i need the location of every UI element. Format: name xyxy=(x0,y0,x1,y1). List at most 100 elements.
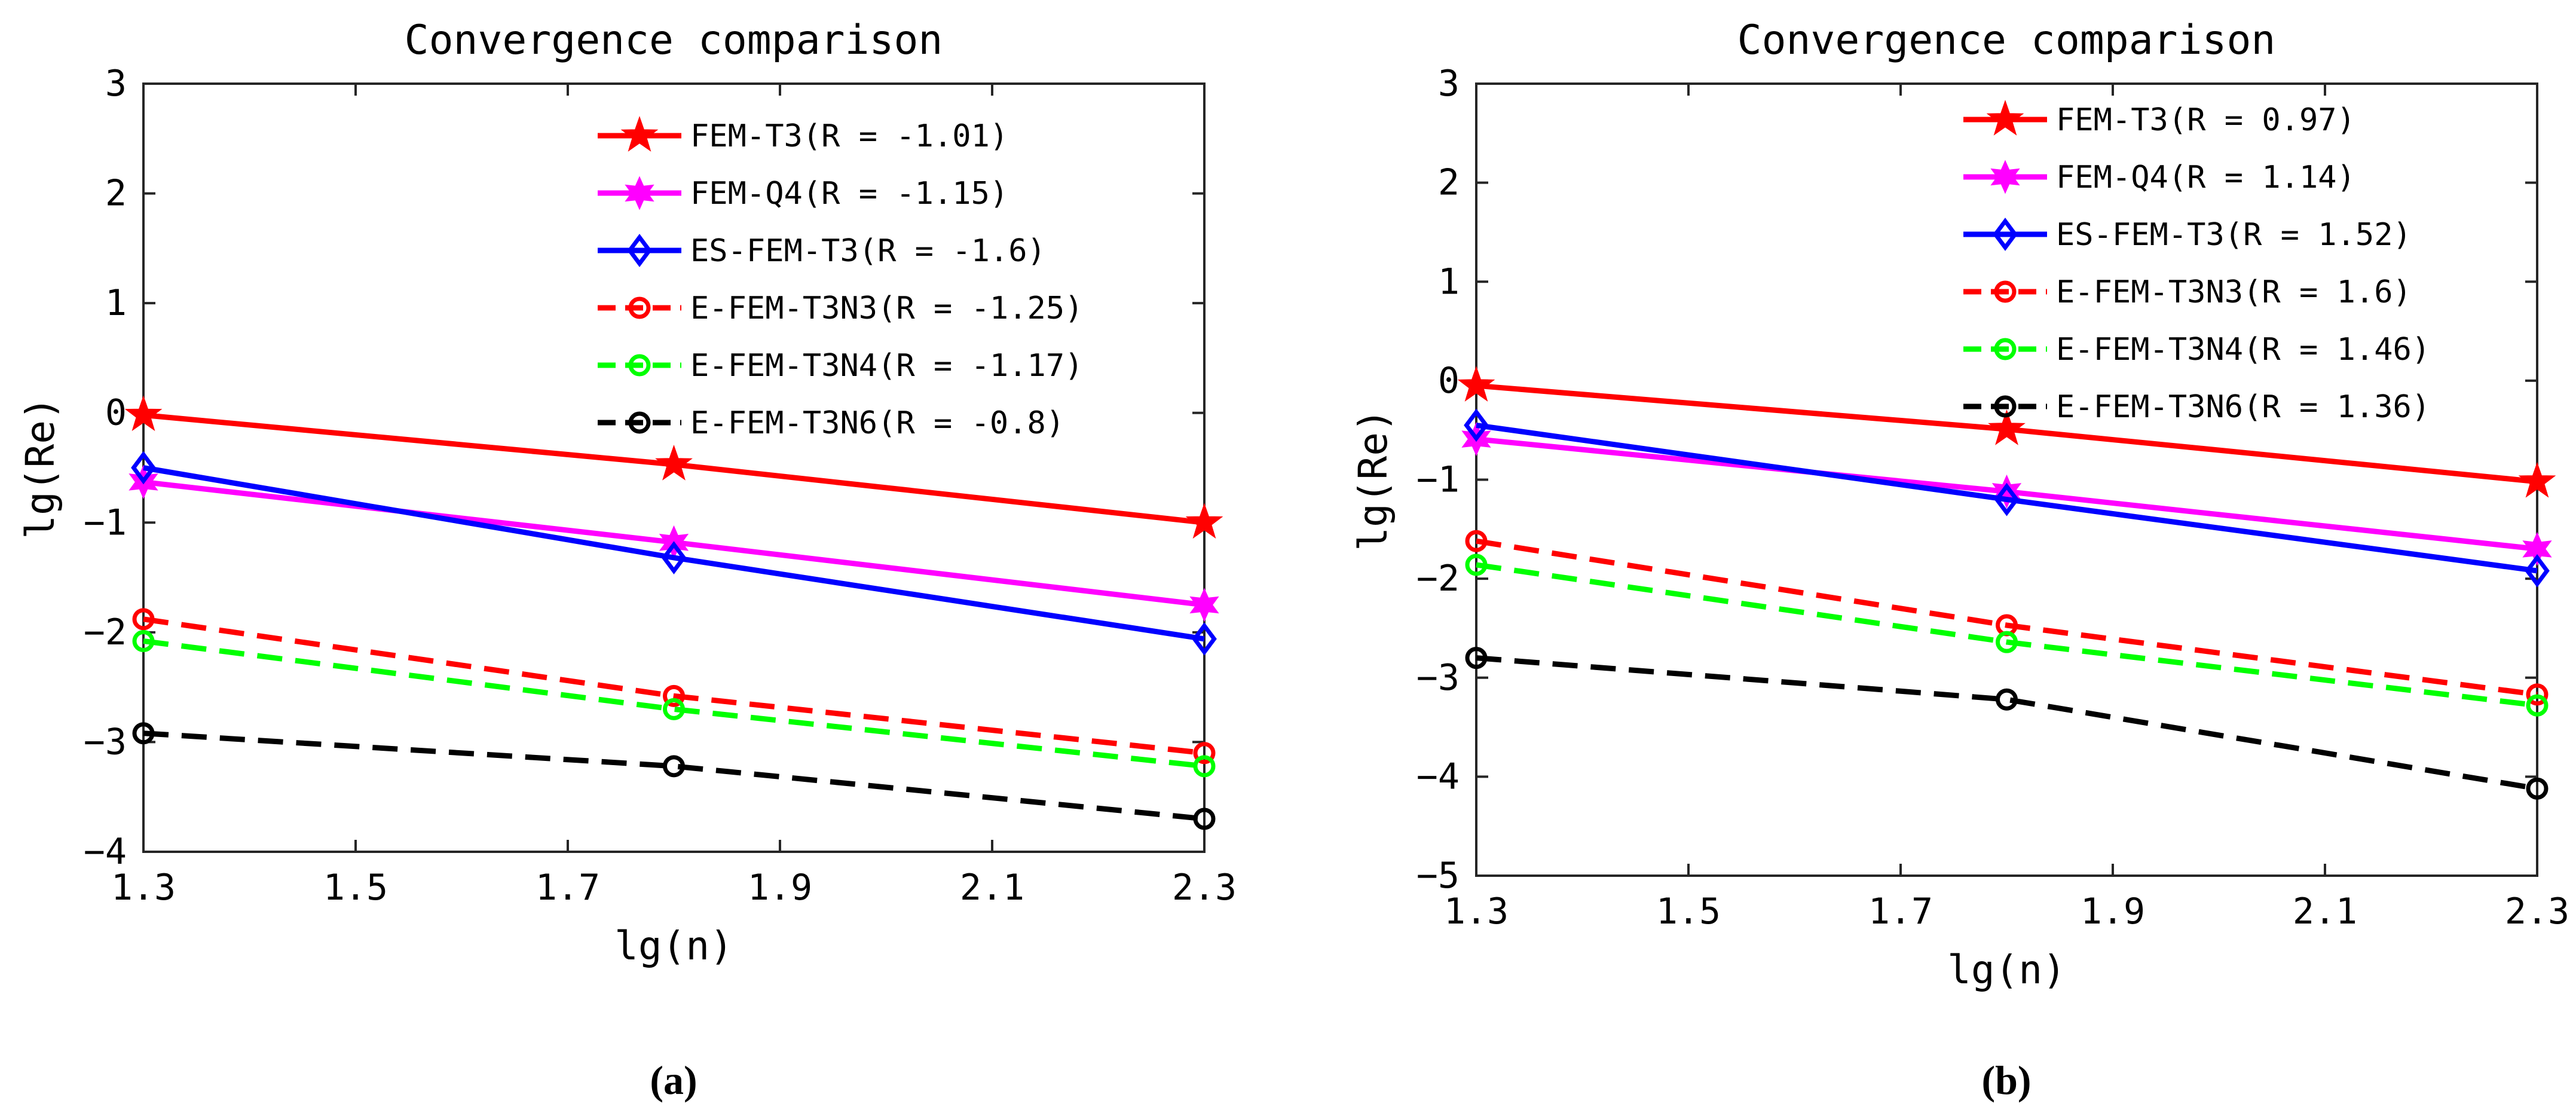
y-tick-label: −2 xyxy=(1417,558,1460,600)
legend-entry: FEM-T3(R = 0.97) xyxy=(2056,102,2355,138)
legend-entry: E-FEM-T3N3(R = 1.6) xyxy=(2056,274,2412,310)
legend-marker xyxy=(628,411,651,434)
data-point xyxy=(1996,688,2018,711)
data-point xyxy=(2525,554,2550,588)
legend-entry: E-FEM-T3N4(R = 1.46) xyxy=(2056,332,2430,368)
y-tick-label: 0 xyxy=(105,392,127,434)
legend-entry: FEM-Q4(R = -1.15) xyxy=(690,176,1008,212)
series-6 xyxy=(132,722,1216,830)
y-tick-label: −4 xyxy=(1417,756,1460,797)
data-point xyxy=(1996,631,2018,653)
series-6 xyxy=(1465,647,2549,800)
chart-panel-b: Convergence comparison 1.3 1.5 1.7 1.9 2.1 2.3… xyxy=(1350,17,2569,1103)
data-point xyxy=(661,541,687,574)
legend-entry: ES-FEM-T3(R = -1.6) xyxy=(690,233,1046,269)
series-line xyxy=(143,616,1205,756)
y-tick-label: 2 xyxy=(1438,162,1460,204)
series-1 xyxy=(124,395,1223,539)
data-point xyxy=(1465,530,1488,552)
data-point xyxy=(2526,694,2549,717)
data-point xyxy=(1464,408,1489,442)
panel-label: (a) xyxy=(650,1057,697,1103)
x-tick-label: 2.3 xyxy=(2505,891,2569,932)
legend-marker xyxy=(1993,218,2018,251)
legend-entry: FEM-Q4(R = 1.14) xyxy=(2056,160,2355,195)
data-point xyxy=(1988,409,2026,445)
y-tick-label: −2 xyxy=(84,611,127,653)
series-1 xyxy=(1457,366,2556,498)
legend-entry: FEM-T3(R = -1.01) xyxy=(690,118,1008,154)
series-5 xyxy=(132,630,1216,778)
legend-entry: E-FEM-T3N6(R = -0.8) xyxy=(690,405,1064,441)
legend-marker xyxy=(628,296,651,319)
legend-entry: ES-FEM-T3(R = 1.52) xyxy=(2056,217,2412,253)
legend-marker xyxy=(627,234,652,267)
x-tick-label: 1.5 xyxy=(1656,891,1721,932)
data-point xyxy=(1193,742,1216,765)
data-point xyxy=(131,451,156,485)
x-axis-label: lg(n) xyxy=(614,923,733,969)
series-5 xyxy=(1465,554,2549,717)
data-point xyxy=(2526,777,2549,800)
series-line xyxy=(143,465,1205,642)
data-point xyxy=(132,630,155,653)
data-point xyxy=(1192,622,1217,656)
y-tick-label: −5 xyxy=(1417,855,1460,897)
y-tick-label: −3 xyxy=(84,721,127,763)
data-point xyxy=(132,722,155,745)
y-tick-label: 2 xyxy=(105,173,127,215)
data-point xyxy=(132,608,155,631)
y-tick-label: 1 xyxy=(105,282,127,324)
series-4 xyxy=(132,608,1216,765)
x-tick-label: 1.7 xyxy=(536,867,600,909)
x-tick-label: 2.1 xyxy=(2293,891,2357,932)
chart-panel-a: Convergence comparison 1.3 1.5 1.7 1.9 2.1 2.3… xyxy=(17,17,1237,1103)
series-line xyxy=(1476,422,2538,574)
y-tick-label: −4 xyxy=(84,831,127,873)
data-point xyxy=(1457,366,1495,402)
y-axis-label: lg(Re) xyxy=(17,396,63,539)
data-point xyxy=(1185,503,1223,539)
data-point xyxy=(124,395,163,432)
legend-entry: E-FEM-T3N4(R = -1.17) xyxy=(690,348,1083,384)
legend-marker xyxy=(620,115,659,152)
legend-marker xyxy=(628,354,651,377)
y-tick-label: −1 xyxy=(84,502,127,543)
data-point xyxy=(1193,755,1216,778)
data-point xyxy=(1189,588,1219,622)
series-line xyxy=(1476,655,2538,791)
y-tick-label: −1 xyxy=(1417,459,1460,501)
data-point xyxy=(1465,647,1488,669)
panel-label: (b) xyxy=(1981,1057,2031,1103)
x-tick-label: 1.7 xyxy=(1868,891,1933,932)
x-tick-label: 1.5 xyxy=(323,867,388,909)
legend-marker xyxy=(1990,160,2020,194)
y-tick-label: 0 xyxy=(1438,360,1460,402)
x-axis-label: lg(n) xyxy=(1947,947,2066,993)
data-point xyxy=(2518,461,2556,498)
data-point xyxy=(1193,808,1216,830)
data-point xyxy=(2522,531,2552,566)
legend: FEM-T3(R = 0.97) FEM-Q4(R = 1.14) ES-FEM-T… xyxy=(1963,99,2430,425)
legend-marker xyxy=(625,176,654,210)
data-point xyxy=(2526,683,2549,706)
series-line xyxy=(143,638,1205,769)
y-axis-label: lg(Re) xyxy=(1350,408,1396,551)
legend-entry: E-FEM-T3N3(R = -1.25) xyxy=(690,291,1083,326)
legend-marker xyxy=(1986,99,2024,136)
legend-marker xyxy=(1994,395,2017,418)
chart-title: Convergence comparison xyxy=(405,17,943,64)
y-tick-label: −3 xyxy=(1417,657,1460,699)
series-3 xyxy=(1464,408,2550,588)
y-tick-label: 3 xyxy=(105,63,127,105)
data-point xyxy=(1465,554,1488,576)
x-tick-label: 2.3 xyxy=(1172,867,1237,909)
x-tick-label: 2.1 xyxy=(960,867,1024,909)
data-point xyxy=(663,698,685,720)
x-tick-label: 1.3 xyxy=(1444,891,1509,932)
data-point xyxy=(655,444,693,481)
data-point xyxy=(663,755,685,778)
series-3 xyxy=(131,451,1217,656)
legend-marker xyxy=(1994,280,2017,303)
